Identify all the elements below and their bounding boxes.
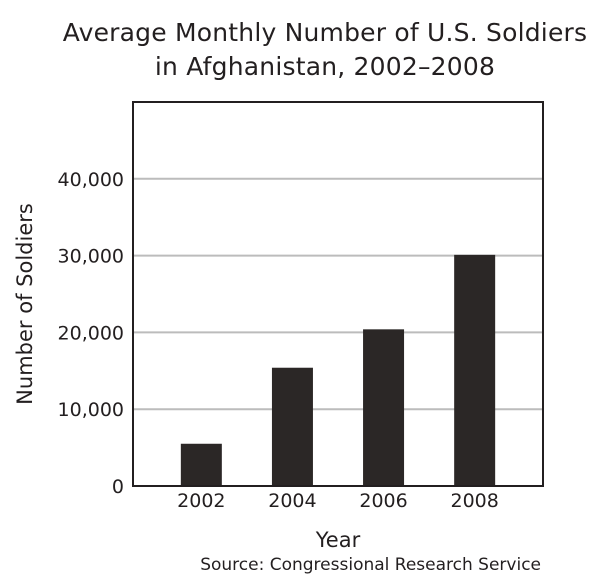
x-tick-labels: 2002 2004 2006 2008	[177, 490, 499, 512]
y-tick-labels: 0 10,000 20,000 30,000 40,000	[58, 169, 124, 498]
y-tick-label: 10,000	[58, 399, 124, 421]
bars	[180, 254, 496, 486]
chart-title-line-2: in Afghanistan, 2002–2008	[154, 52, 496, 81]
x-tick-label: 2006	[359, 490, 407, 512]
y-tick-label: 40,000	[58, 169, 124, 191]
chart-title-line-1: Average Monthly Number of U.S. Soldiers	[62, 18, 588, 47]
y-tick-label: 20,000	[58, 322, 124, 344]
bar-2006	[363, 329, 405, 486]
plot-frame	[132, 101, 544, 487]
bar-2004	[271, 367, 313, 486]
x-tick-label: 2002	[177, 490, 225, 512]
x-tick-label: 2004	[268, 490, 316, 512]
bar-2008	[454, 254, 496, 486]
x-axis-label: Year	[315, 528, 361, 552]
bar-2002	[180, 443, 222, 486]
source-note: Source: Congressional Research Service	[200, 555, 541, 575]
y-tick-label: 30,000	[58, 246, 124, 268]
x-tick-label: 2008	[450, 490, 498, 512]
y-axis-label: Number of Soldiers	[13, 203, 37, 405]
y-tick-label: 0	[112, 476, 124, 498]
